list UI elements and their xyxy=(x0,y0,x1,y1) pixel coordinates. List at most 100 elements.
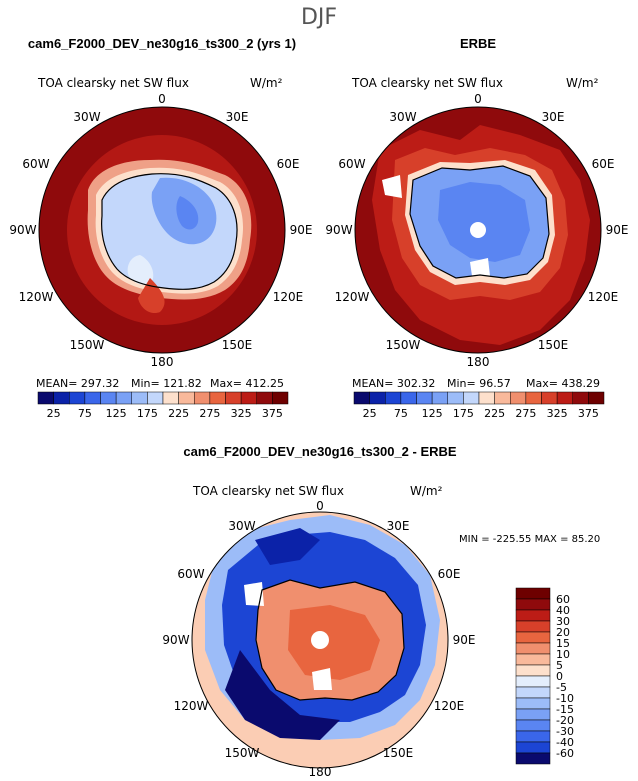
panel-model-min: Min= 121.82 xyxy=(131,377,202,390)
colorbar-swatch xyxy=(588,391,605,405)
colorbar-tick-label: -5 xyxy=(556,681,567,694)
panel-diff-units: W/m² xyxy=(410,484,443,498)
colorbar-tick-label: -20 xyxy=(556,714,574,727)
colorbar-swatch xyxy=(256,391,273,405)
colorbar-tick-label: 375 xyxy=(578,407,599,420)
panel-erbe: ERBE TOA clearsky net SW flux W/m² 0 30E… xyxy=(325,36,628,420)
colorbar-swatch xyxy=(515,708,551,721)
lon-label-90e: 90E xyxy=(453,633,476,647)
colorbar-swatch xyxy=(515,730,551,743)
colorbar-tick-label: 75 xyxy=(78,407,92,420)
colorbar-swatch xyxy=(515,664,551,677)
season-title: DJF xyxy=(301,5,337,30)
colorbar-swatch xyxy=(353,391,370,405)
colorbar-tick-label: 40 xyxy=(556,604,570,617)
colorbar-tick-label: 30 xyxy=(556,615,570,628)
colorbar-swatch xyxy=(525,391,542,405)
colorbar-swatch xyxy=(515,741,551,754)
colorbar-swatch xyxy=(515,675,551,688)
lon-label-150e: 150E xyxy=(222,338,253,352)
colorbar-tick-label: 25 xyxy=(363,407,377,420)
colorbar-swatch xyxy=(272,391,289,405)
colorbar-tick-label: -40 xyxy=(556,736,574,749)
colorbar-tick-label: 275 xyxy=(199,407,220,420)
lon-label-120e: 120E xyxy=(434,699,465,713)
colorbar-swatch xyxy=(225,391,242,405)
lon-label-0: 0 xyxy=(474,92,482,106)
lon-label-30e: 30E xyxy=(226,110,249,124)
colorbar-swatch xyxy=(178,391,195,405)
panel-model-mean: MEAN= 297.32 xyxy=(36,377,119,390)
lon-label-120e: 120E xyxy=(588,290,619,304)
colorbar-swatch xyxy=(515,609,551,622)
colorbar-swatch xyxy=(416,391,433,405)
lon-label-0: 0 xyxy=(316,499,324,513)
colorbar-swatch xyxy=(478,391,495,405)
lon-label-60e: 60E xyxy=(438,567,461,581)
colorbar-swatch xyxy=(447,391,464,405)
colorbar-tick-label: 0 xyxy=(556,670,563,683)
colorbar-swatch xyxy=(515,719,551,732)
lon-label-60e: 60E xyxy=(277,157,300,171)
colorbar-swatch xyxy=(494,391,511,405)
colorbar-tick-label: 15 xyxy=(556,637,570,650)
panel-erbe-subtitle: TOA clearsky net SW flux xyxy=(351,76,503,90)
colorbar-tick-label: 275 xyxy=(515,407,536,420)
colorbar-tick-label: 225 xyxy=(168,407,189,420)
panel-model-colorbar: 25 75 125 175 225 275 325 375 xyxy=(37,391,289,420)
colorbar-swatch xyxy=(240,391,257,405)
panel-model: cam6_F2000_DEV_ne30g16_ts300_2 (yrs 1) T… xyxy=(9,36,312,420)
panel-erbe-title: ERBE xyxy=(460,36,496,51)
colorbar-swatch xyxy=(515,686,551,699)
panel-diff-lon-labels: 0 30E 60E 90E 120E 150E 180 150W 120W 90… xyxy=(162,499,475,779)
colorbar-swatch xyxy=(515,598,551,611)
colorbar-swatch xyxy=(515,620,551,633)
panel-model-subtitle: TOA clearsky net SW flux xyxy=(37,76,189,90)
colorbar-swatch xyxy=(147,391,164,405)
colorbar-swatch xyxy=(194,391,211,405)
colorbar-tick-label: -30 xyxy=(556,725,574,738)
colorbar-tick-label: 60 xyxy=(556,593,570,606)
colorbar-swatch xyxy=(385,391,402,405)
colorbar-tick-label: 5 xyxy=(556,659,563,672)
lon-label-90w: 90W xyxy=(162,633,189,647)
lon-label-120e: 120E xyxy=(273,290,304,304)
panel-diff: cam6_F2000_DEV_ne30g16_ts300_2 - ERBE TO… xyxy=(162,444,600,779)
colorbar-swatch xyxy=(515,587,551,600)
lon-label-150w: 150W xyxy=(386,338,421,352)
colorbar-tick-label: 75 xyxy=(394,407,408,420)
panel-model-max: Max= 412.25 xyxy=(210,377,284,390)
colorbar-swatch xyxy=(515,642,551,655)
lon-label-60e: 60E xyxy=(592,157,615,171)
colorbar-swatch xyxy=(369,391,386,405)
panel-model-units: W/m² xyxy=(250,76,283,90)
colorbar-swatch xyxy=(100,391,117,405)
lon-label-30w: 30W xyxy=(389,110,416,124)
panel-erbe-mean: MEAN= 302.32 xyxy=(352,377,435,390)
colorbar-swatch xyxy=(510,391,527,405)
lon-label-180: 180 xyxy=(309,765,332,779)
colorbar-tick-label: 225 xyxy=(484,407,505,420)
colorbar-swatch xyxy=(400,391,417,405)
colorbar-swatch xyxy=(431,391,448,405)
panel-diff-subtitle: TOA clearsky net SW flux xyxy=(192,484,344,498)
colorbar-swatch xyxy=(515,653,551,666)
colorbar-tick-label: 25 xyxy=(47,407,61,420)
lon-label-30e: 30E xyxy=(387,519,410,533)
colorbar-swatch xyxy=(556,391,573,405)
lon-label-0: 0 xyxy=(158,92,166,106)
panel-erbe-min: Min= 96.57 xyxy=(447,377,511,390)
colorbar-tick-label: 325 xyxy=(547,407,568,420)
colorbar-tick-label: 125 xyxy=(106,407,127,420)
lon-label-150e: 150E xyxy=(383,746,414,760)
lon-label-150w: 150W xyxy=(225,746,260,760)
panel-diff-title: cam6_F2000_DEV_ne30g16_ts300_2 - ERBE xyxy=(183,444,457,459)
lon-label-30w: 30W xyxy=(73,110,100,124)
colorbar-swatch xyxy=(115,391,132,405)
panel-erbe-lon-labels: 0 30E 60E 90E 120E 150E 180 150W 120W 90… xyxy=(325,92,628,369)
panel-model-lon-labels: 0 30E 60E 90E 120E 150E 180 150W 120W 90… xyxy=(9,92,312,369)
colorbar-swatch xyxy=(162,391,179,405)
lon-label-60w: 60W xyxy=(338,157,365,171)
colorbar-swatch xyxy=(515,631,551,644)
colorbar-swatch xyxy=(53,391,70,405)
